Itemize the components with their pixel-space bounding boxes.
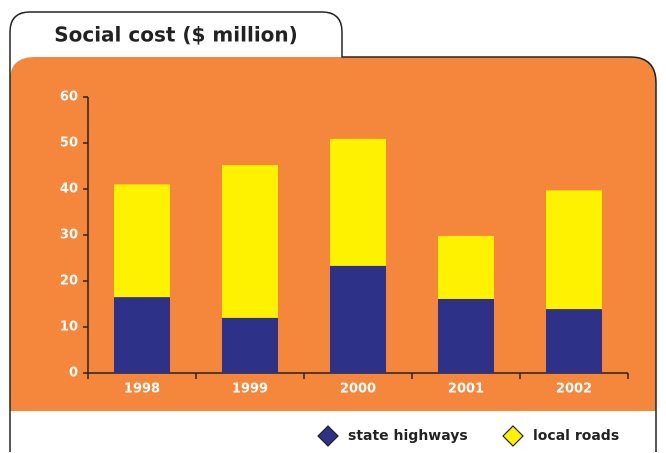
x-tick-label: 2001 — [448, 382, 484, 397]
panel-outline — [9, 11, 657, 452]
bar-segment — [330, 138, 386, 266]
bar-segment — [438, 298, 494, 373]
bar-segment — [114, 184, 170, 298]
y-tick-label: 10 — [60, 320, 78, 335]
legend-label: local roads — [533, 428, 619, 444]
bar-segment — [546, 190, 602, 310]
legend-label: state highways — [348, 428, 468, 444]
bar-segment — [222, 165, 278, 318]
y-tick-label: 40 — [60, 182, 78, 197]
legend-swatch — [317, 425, 339, 447]
y-tick-label: 50 — [60, 136, 78, 151]
y-tick-label: 0 — [69, 366, 78, 381]
x-tick-label: 2002 — [556, 382, 592, 397]
chart-title: Social cost ($ million) — [54, 23, 298, 47]
y-tick-label: 60 — [60, 90, 78, 105]
x-tick-label: 1998 — [124, 382, 160, 397]
legend-swatch — [502, 425, 524, 447]
y-tick-label: 30 — [60, 228, 78, 243]
bar-segment — [330, 265, 386, 373]
x-tick-label: 1999 — [232, 382, 268, 397]
y-tick-label: 20 — [60, 274, 78, 289]
bar-segment — [114, 297, 170, 373]
bar-segment — [546, 309, 602, 373]
bar-segment — [222, 317, 278, 373]
x-tick-label: 2000 — [340, 382, 376, 397]
bar-segment — [438, 235, 494, 299]
